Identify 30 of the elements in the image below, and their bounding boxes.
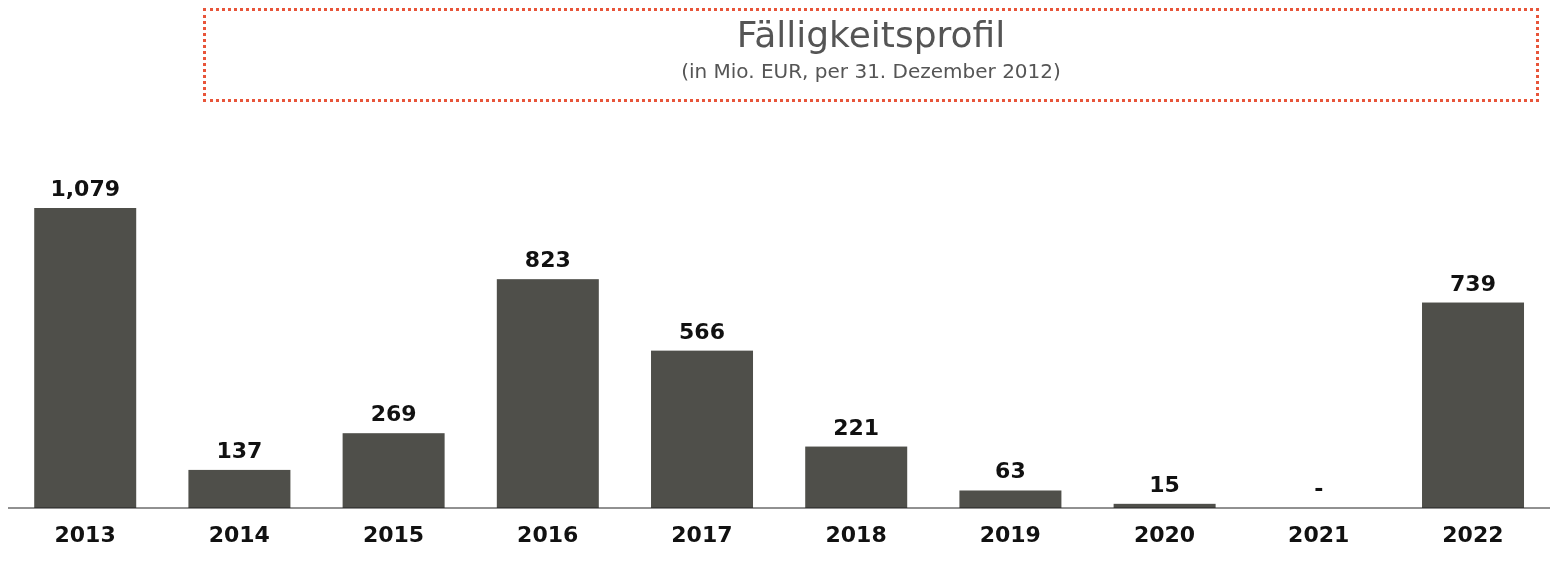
x-tick-label: 2017 — [671, 521, 733, 547]
bar — [34, 208, 137, 508]
bar — [496, 279, 599, 508]
data-label: 15 — [1149, 471, 1180, 497]
data-label: 823 — [524, 247, 571, 273]
bar — [805, 446, 908, 508]
data-label: 221 — [833, 414, 880, 440]
x-tick-label: 2019 — [979, 521, 1041, 547]
chart-subtitle: (in Mio. EUR, per 31. Dezember 2012) — [680, 59, 1062, 83]
data-label: - — [1314, 476, 1324, 501]
bar — [188, 469, 291, 508]
chart-title: Fälligkeitsprofil — [735, 14, 1007, 55]
data-label: 269 — [370, 401, 417, 427]
data-label: 1,079 — [50, 176, 121, 201]
x-tick-label: 2020 — [1133, 521, 1196, 547]
bar — [1422, 302, 1525, 508]
data-label: 739 — [1450, 270, 1496, 296]
data-label: 63 — [995, 458, 1026, 484]
x-tick-label: 2022 — [1442, 521, 1504, 547]
x-tick-label: 2013 — [54, 521, 116, 547]
x-tick-label: 2016 — [517, 521, 579, 547]
x-tick-label: 2021 — [1288, 521, 1350, 547]
x-tick-label: 2018 — [825, 521, 887, 547]
data-label: 566 — [679, 318, 725, 344]
bar — [959, 490, 1062, 508]
x-tick-label: 2015 — [362, 521, 425, 547]
bar — [342, 433, 445, 508]
bar — [651, 350, 754, 508]
x-tick-label: 2014 — [208, 521, 270, 547]
data-label: 137 — [216, 437, 263, 463]
